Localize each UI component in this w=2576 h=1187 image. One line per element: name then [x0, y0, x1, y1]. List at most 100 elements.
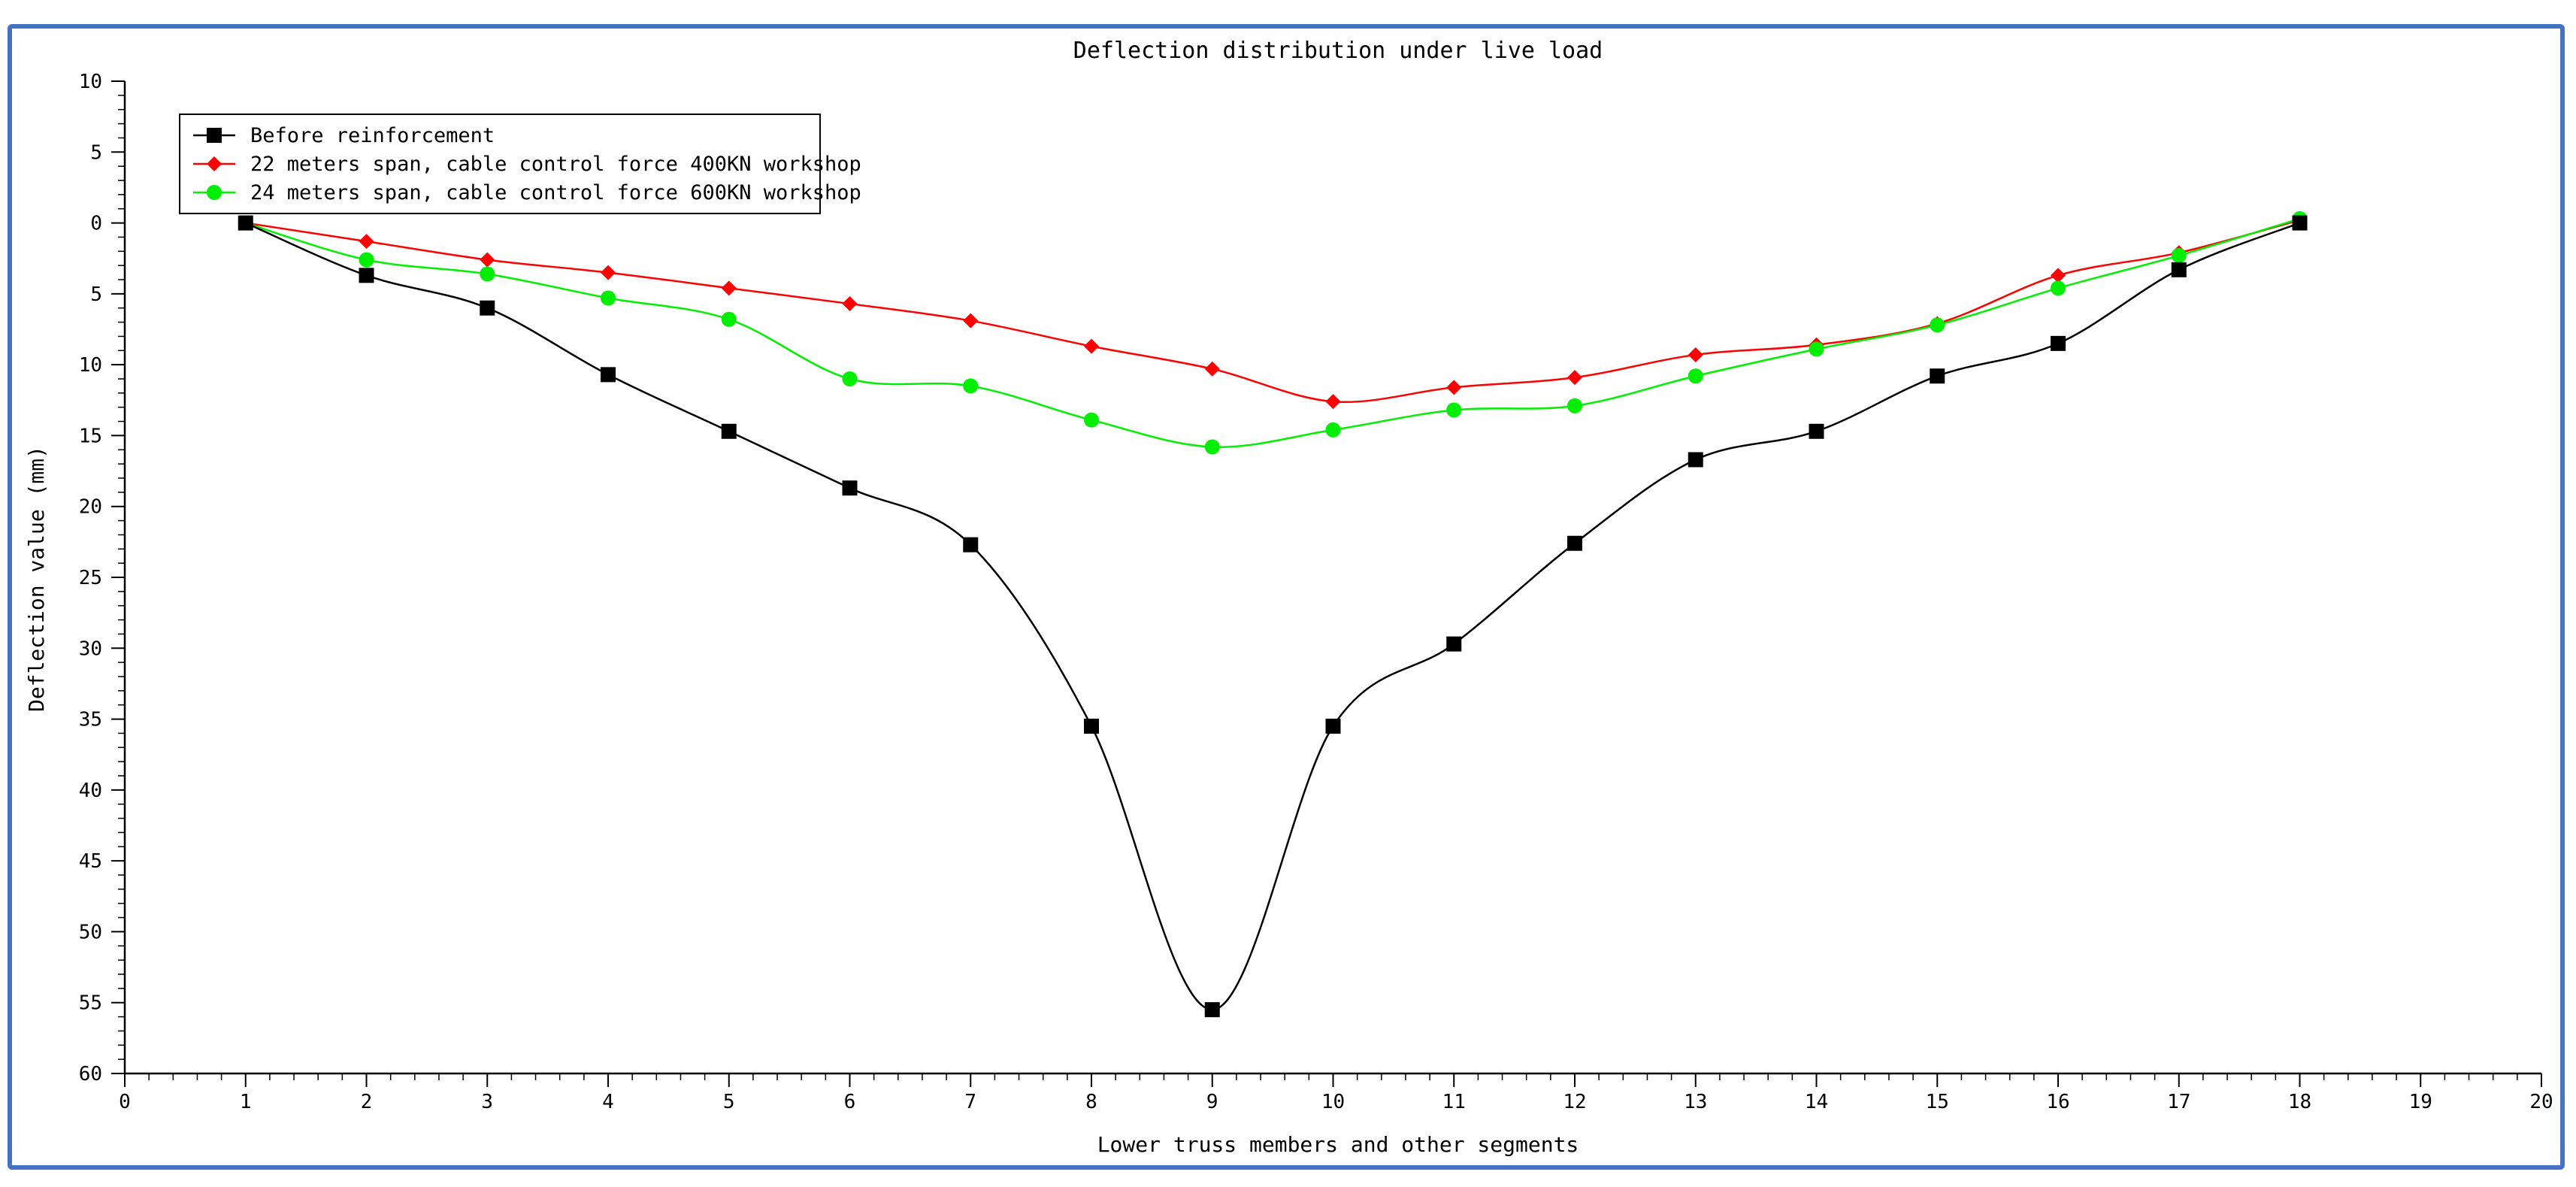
series-line [245, 222, 2300, 1011]
legend-marker [207, 156, 222, 171]
legend-entry: 22 meters span, cable control force 400K… [193, 153, 861, 176]
data-point [721, 311, 737, 327]
x-tick-label: 8 [1085, 1091, 1097, 1113]
x-tick-label: 6 [844, 1091, 856, 1113]
data-point [480, 266, 495, 282]
x-tick-label: 12 [1563, 1091, 1586, 1113]
data-point [1325, 719, 1341, 734]
data-point [359, 252, 374, 268]
data-point [1446, 636, 1462, 652]
data-point [963, 313, 979, 329]
chart-title: Deflection distribution under live load [1073, 38, 1603, 64]
y-tick-label: 45 [79, 850, 102, 873]
data-point [480, 300, 495, 316]
x-tick-label: 18 [2288, 1091, 2311, 1113]
data-point [1567, 398, 1582, 413]
y-tick-label: 25 [79, 567, 102, 589]
data-point [721, 280, 737, 296]
data-point [480, 252, 495, 268]
data-point [601, 265, 616, 280]
legend-marker [207, 128, 222, 143]
y-tick-label: 30 [79, 637, 102, 660]
data-point [842, 296, 858, 312]
data-point [238, 215, 253, 231]
x-tick-label: 10 [1321, 1091, 1345, 1113]
data-point [1930, 368, 1945, 384]
data-point [842, 371, 858, 386]
data-point [2051, 335, 2066, 351]
x-tick-label: 11 [1442, 1091, 1466, 1113]
data-point [1325, 422, 1341, 438]
x-tick-label: 0 [119, 1091, 131, 1113]
data-point [1204, 439, 1220, 455]
data-point [1084, 719, 1099, 734]
series-3 [238, 210, 2308, 455]
data-point [359, 268, 374, 283]
data-point [1325, 394, 1341, 410]
data-point [1688, 452, 1703, 468]
data-point [2171, 262, 2187, 277]
x-tick-label: 17 [2167, 1091, 2190, 1113]
x-axis-title: Lower truss members and other segments [1097, 1132, 1579, 1157]
data-point [1567, 370, 1582, 386]
x-tick-label: 7 [964, 1091, 976, 1113]
legend-marker [207, 185, 222, 200]
data-point [963, 537, 979, 553]
data-point [1084, 338, 1099, 354]
data-point [2051, 268, 2066, 283]
series-layer [238, 210, 2308, 1018]
y-tick-label: 40 [79, 780, 102, 802]
legend-entry: 24 meters span, cable control force 600K… [193, 181, 861, 204]
y-tick-label: 5 [90, 141, 102, 164]
data-point [963, 378, 979, 394]
chart-frame [8, 24, 2565, 1170]
data-point [2292, 215, 2308, 231]
y-tick-label: 50 [79, 921, 102, 943]
data-point [1688, 347, 1703, 362]
series-2 [238, 212, 2308, 410]
x-tick-label: 3 [481, 1091, 493, 1113]
series-line [245, 217, 2300, 448]
x-tick-label: 2 [361, 1091, 373, 1113]
data-point [1204, 361, 1220, 377]
legend: Before reinforcement 22 meters span, cabl… [179, 114, 861, 214]
data-point [1809, 423, 1824, 439]
data-point [601, 367, 616, 383]
y-tick-label: 5 [90, 283, 102, 306]
data-point [842, 480, 858, 496]
y-tick-label: 0 [90, 213, 102, 235]
y-tick-label: 15 [79, 425, 102, 447]
y-tick-label: 60 [79, 1063, 102, 1086]
data-point [601, 290, 616, 306]
data-point [1567, 535, 1582, 551]
data-point [1446, 380, 1462, 395]
y-axis-title: Deflection value (mm) [24, 446, 49, 712]
data-point [1084, 412, 1099, 428]
legend-entry: Before reinforcement [193, 124, 495, 147]
data-point [359, 234, 374, 250]
y-tick-label: 55 [79, 992, 102, 1015]
x-tick-label: 4 [602, 1091, 614, 1113]
x-tick-label: 9 [1206, 1091, 1218, 1113]
data-point [2171, 247, 2187, 263]
y-tick-label: 10 [79, 354, 102, 377]
data-point [1446, 402, 1462, 418]
x-tick-label: 14 [1805, 1091, 1828, 1113]
x-tick-label: 20 [2529, 1091, 2553, 1113]
legend-label: Before reinforcement [250, 124, 495, 147]
x-tick-label: 13 [1684, 1091, 1707, 1113]
y-tick-label: 20 [79, 496, 102, 519]
legend-box [179, 114, 821, 214]
legend-label: 22 meters span, cable control force 400K… [250, 153, 861, 176]
y-tick-label: 35 [79, 709, 102, 731]
data-point [1688, 368, 1703, 384]
x-tick-label: 19 [2409, 1091, 2432, 1113]
x-tick-label: 15 [1926, 1091, 1949, 1113]
data-point [1204, 1002, 1220, 1018]
legend-label: 24 meters span, cable control force 600K… [250, 181, 861, 204]
data-point [2051, 280, 2066, 296]
y-tick-label: 10 [79, 71, 102, 93]
series-1 [238, 215, 2308, 1018]
